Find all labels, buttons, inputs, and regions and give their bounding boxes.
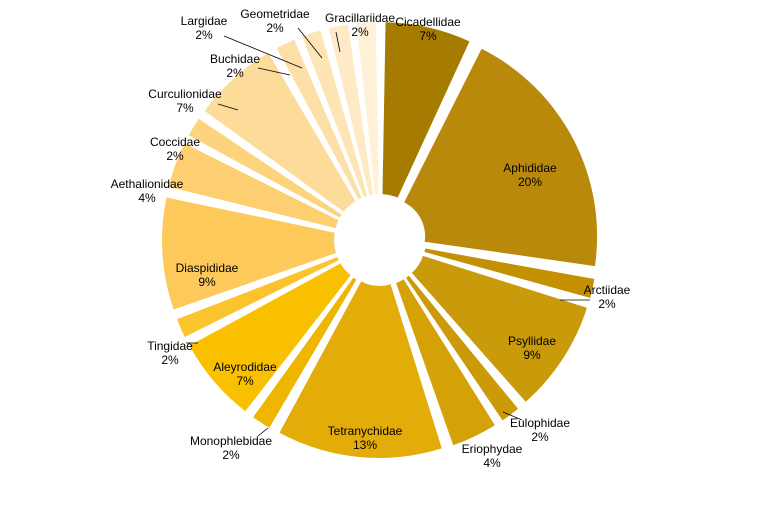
leader-line-geometridae: [297, 27, 323, 59]
slice-psyllidae: [411, 255, 587, 402]
leader-line-monophlebidae: [257, 427, 269, 437]
slice-gracillariidae: [356, 22, 379, 195]
pie-slices: [162, 22, 598, 458]
slice-eriophydae: [396, 279, 495, 446]
slice-label-largidae: Largidae 2%: [181, 14, 228, 42]
slice-diaspididae: [162, 197, 337, 310]
slice-label-coccidae: Coccidae 2%: [150, 135, 200, 163]
slice-label-eulophidae: Eulophidae 2%: [510, 416, 570, 444]
slice-aleyrodidae: [189, 263, 351, 412]
slice-label-geometridae: Geometridae 2%: [240, 7, 310, 35]
slice-eulophidae: [406, 275, 519, 421]
slice-tingidae: [176, 257, 339, 338]
slice-arctiidae: [424, 248, 595, 298]
leader-lines: [186, 27, 590, 437]
slice-label-curculionidae: Curculionidae 7%: [148, 87, 222, 115]
slice-cicadellidae: [382, 22, 470, 198]
slice-label-psyllidae: Psyllidae 9%: [508, 334, 556, 362]
slice-label-eriophydae: Eriophydae 4%: [462, 442, 523, 470]
slice-tetranychidae: [279, 281, 442, 458]
slice-label-tetranychidae: Tetranychidae 13%: [328, 424, 403, 452]
slice-label-aleyrodidae: Aleyrodidae 7%: [213, 360, 277, 388]
slice-curculionidae: [204, 52, 356, 212]
slice-label-monophlebidae: Monophlebidae 2%: [190, 434, 272, 462]
slice-largidae: [302, 30, 368, 197]
leader-line-eulophidae: [502, 411, 523, 421]
slice-label-diaspididae: Diaspididae 9%: [176, 261, 239, 289]
slice-buchidae: [276, 39, 362, 200]
slice-label-arctiidae: Arctiidae 2%: [584, 283, 631, 311]
slice-monophlebidae: [253, 277, 357, 428]
slice-label-aphididae: Aphididae 20%: [503, 161, 557, 189]
leader-line-buchidae: [257, 67, 291, 76]
slice-label-gracillariidae: Gracillariidae 2%: [325, 11, 395, 39]
slice-label-buchidae: Buchidae 2%: [210, 52, 260, 80]
slice-label-tingidae: Tingidae 2%: [147, 339, 193, 367]
slice-coccidae: [188, 118, 342, 218]
slice-label-aethalionidae: Aethalionidae 4%: [111, 177, 184, 205]
leader-line-largidae: [223, 35, 303, 69]
slice-label-cicadellidae: Cicadellidae 7%: [395, 15, 461, 43]
leader-line-gracillariidae: [335, 31, 341, 53]
slice-aethalionidae: [168, 143, 339, 229]
slice-geometridae: [328, 24, 373, 196]
slice-aphididae: [404, 48, 598, 267]
slice-labels: Cicadellidae 7% Aphididae 20% Arctiidae 2% Psy…: [111, 7, 631, 470]
leader-line-curculionidae: [217, 103, 239, 111]
